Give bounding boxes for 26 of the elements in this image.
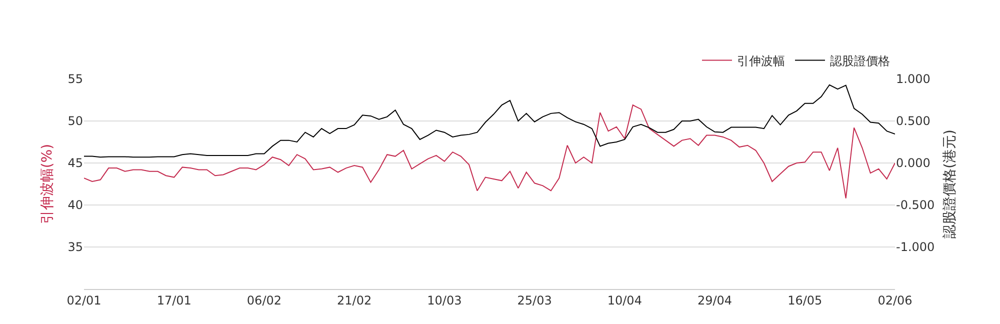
x-tick-label: 02/01	[66, 293, 102, 308]
y2-axis-title: 認股證價格(港元)	[942, 130, 958, 238]
x-tick-label: 02/06	[878, 293, 912, 308]
y-tick-label: 40	[68, 198, 83, 212]
x-tick-label: 10/03	[427, 293, 462, 308]
x-tick-label: 16/05	[788, 293, 822, 308]
y2-tick-label: -1.000	[896, 240, 935, 254]
y-tick-label: 35	[68, 240, 83, 254]
y-tick-label: 50	[68, 114, 83, 128]
y2-tick-label: 0.500	[896, 114, 930, 128]
y2-tick-label: -0.500	[896, 198, 935, 212]
y-tick-label: 45	[68, 156, 83, 170]
y-tick-label: 55	[68, 72, 83, 86]
x-tick-label: 10/04	[607, 293, 642, 308]
line-series	[84, 84, 895, 158]
x-tick-label: 21/02	[337, 293, 372, 308]
x-tick-label: 29/04	[697, 293, 732, 308]
y2-tick-label: 0.000	[896, 156, 930, 170]
x-tick-label: 25/03	[517, 293, 552, 308]
x-tick-label: 06/02	[246, 293, 282, 308]
x-tick-label: 17/01	[156, 293, 192, 308]
legend-label: 認股證價格	[830, 54, 890, 68]
legend-label: 引伸波幅	[737, 54, 785, 68]
line-series	[84, 104, 895, 199]
y-axis-title: 引伸波幅(%)	[39, 144, 56, 224]
y2-tick-label: 1.000	[896, 72, 930, 86]
